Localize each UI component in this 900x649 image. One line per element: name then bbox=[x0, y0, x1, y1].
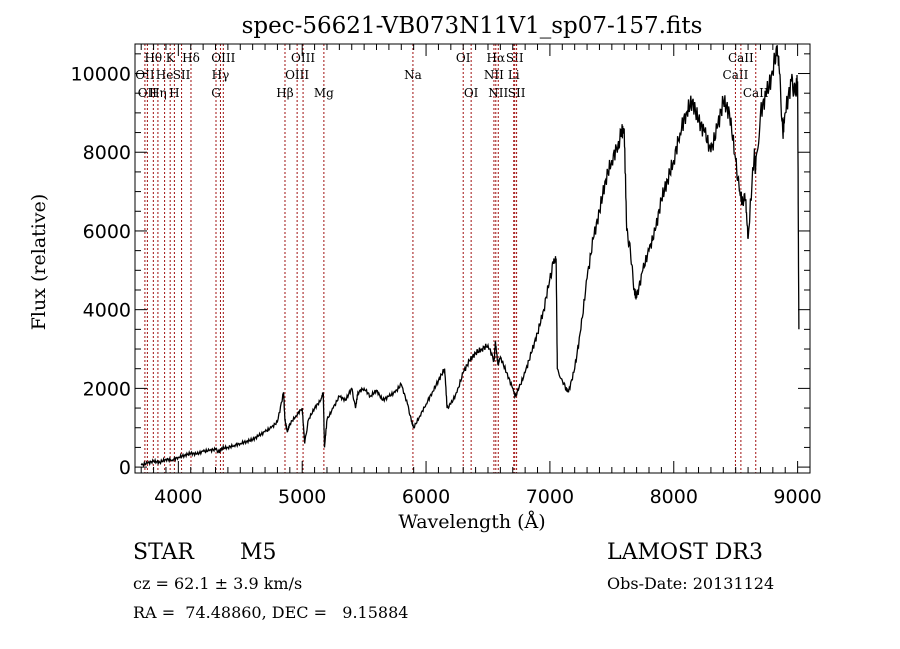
marker-label: Hθ bbox=[144, 51, 162, 65]
marker-label: K bbox=[166, 51, 176, 65]
coords-text: RA = 74.48860, DEC = 9.15884 bbox=[133, 603, 409, 622]
marker-label: SII bbox=[508, 86, 526, 100]
marker-label: SII bbox=[173, 68, 191, 82]
marker-label: Hα bbox=[486, 51, 505, 65]
x-tick-label: 8000 bbox=[650, 486, 698, 508]
subclass-label: M5 bbox=[240, 540, 277, 565]
y-tick-label: 4000 bbox=[83, 300, 131, 322]
x-tick-label: 7000 bbox=[526, 486, 574, 508]
marker-label: CaII bbox=[723, 68, 749, 82]
plot-frame bbox=[134, 43, 811, 474]
y-tick-label: 6000 bbox=[83, 221, 131, 243]
marker-label: OII bbox=[138, 86, 158, 100]
marker-label: OIII bbox=[211, 51, 235, 65]
x-tick-label: 5000 bbox=[278, 486, 326, 508]
axes: 4000 5000 6000 7000 8000 9000 0 2000 4000 6000 800… bbox=[71, 43, 822, 508]
spectrum-line bbox=[140, 45, 800, 468]
y-tick-label: 2000 bbox=[83, 378, 131, 400]
marker-label: Hβ bbox=[276, 86, 293, 100]
y-tick-label: 8000 bbox=[83, 142, 131, 164]
marker-label: H bbox=[169, 86, 179, 100]
marker-label: CaII bbox=[743, 86, 769, 100]
marker-label: NII bbox=[484, 68, 504, 82]
marker-label: OI bbox=[464, 86, 479, 100]
marker-label: Li bbox=[508, 68, 520, 82]
y-tick-label: 10000 bbox=[71, 64, 131, 86]
x-tick-label: 4000 bbox=[154, 486, 202, 508]
x-tick-label: 6000 bbox=[402, 486, 450, 508]
marker-label: Na bbox=[404, 68, 422, 82]
chart-title: spec-56621-VB073N11V1_sp07-157.fits bbox=[242, 13, 703, 39]
x-tick-label: 9000 bbox=[773, 486, 821, 508]
marker-label: He bbox=[156, 68, 174, 82]
marker-label: Hδ bbox=[182, 51, 200, 65]
line-markers: OII OII Hθ Hη He K H SII Hδ G Hγ OIII Hβ OIII OIII Mg Na… bbox=[135, 44, 769, 473]
class-label: STAR bbox=[133, 540, 194, 565]
marker-label: SII bbox=[506, 51, 524, 65]
marker-label: OIII bbox=[291, 51, 315, 65]
x-axis-label: Wavelength (Å) bbox=[398, 511, 545, 533]
marker-label: Hγ bbox=[212, 68, 230, 82]
obs-date-text: Obs-Date: 20131124 bbox=[607, 574, 775, 593]
y-axis-label: Flux (relative) bbox=[28, 194, 50, 331]
marker-label: Mg bbox=[314, 86, 334, 100]
velocity-text: cz = 62.1 ± 3.9 km/s bbox=[133, 574, 303, 593]
marker-label: Hη bbox=[149, 86, 167, 100]
marker-label: OIII bbox=[285, 68, 309, 82]
y-tick-label: 0 bbox=[119, 457, 131, 479]
marker-label: NII bbox=[488, 86, 508, 100]
marker-label: CaII bbox=[728, 51, 754, 65]
survey-label: LAMOST DR3 bbox=[607, 540, 763, 565]
marker-label: OII bbox=[135, 68, 155, 82]
marker-label: G bbox=[211, 86, 221, 100]
marker-label: OI bbox=[456, 51, 471, 65]
